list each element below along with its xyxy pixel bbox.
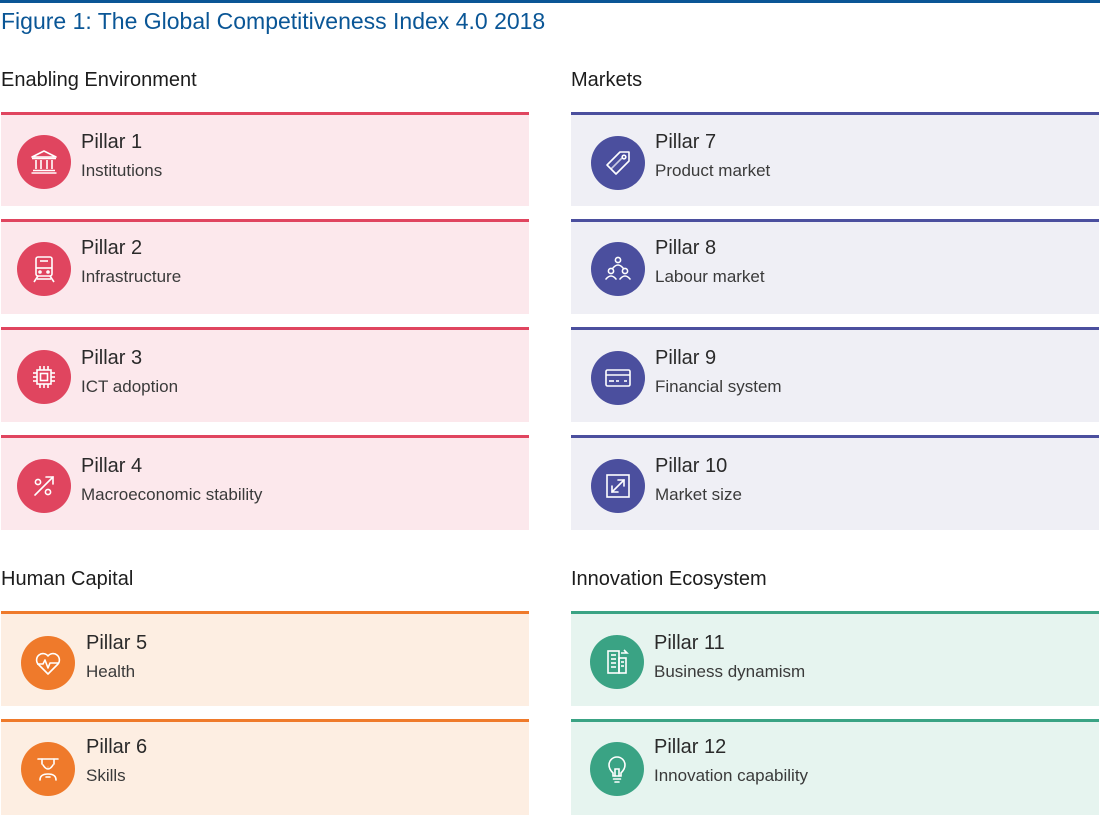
group-title-innovation-ecosystem: Innovation Ecosystem [571, 568, 767, 590]
pillar-name: Financial system [655, 377, 782, 396]
credit-card-icon [591, 351, 645, 405]
group-title-markets: Markets [571, 69, 643, 91]
pillar-card-10: Pillar 10 Market size [571, 435, 1099, 530]
pillar-card-3: Pillar 3 ICT adoption [1, 327, 529, 422]
price-tag-icon [591, 136, 645, 190]
pillar-name: ICT adoption [81, 377, 179, 396]
pillar-name: Macroeconomic stability [81, 485, 263, 504]
pillar-number: Pillar 2 [81, 237, 143, 259]
pillar-card-2: Pillar 2 Infrastructure [1, 219, 529, 314]
pillar-number: Pillar 6 [86, 736, 148, 758]
office-building-icon [590, 635, 644, 689]
group-title-human-capital: Human Capital [1, 568, 134, 590]
pillar-card-9: Pillar 9 Financial system [571, 327, 1099, 422]
graduate-icon [21, 742, 75, 796]
pillar-number: Pillar 10 [655, 455, 728, 477]
pillar-number: Pillar 9 [655, 347, 717, 369]
microchip-icon [17, 350, 71, 404]
pillar-card-1: Pillar 1 Institutions [1, 112, 529, 206]
pillar-name: Business dynamism [654, 662, 806, 681]
percent-trend-icon [17, 459, 71, 513]
pillar-number: Pillar 1 [81, 131, 143, 153]
pillar-card-6: Pillar 6 Skills [1, 719, 529, 815]
pillar-number: Pillar 4 [81, 455, 143, 477]
pillar-number: Pillar 8 [655, 237, 717, 259]
people-network-icon [591, 242, 645, 296]
pillar-name: Labour market [655, 267, 765, 286]
pillar-number: Pillar 5 [86, 632, 148, 654]
pillar-card-11: Pillar 11 Business dynamism [571, 611, 1099, 706]
pillar-card-12: Pillar 12 Innovation capability [571, 719, 1099, 815]
pillar-number: Pillar 12 [654, 736, 727, 758]
institution-building-icon [17, 135, 71, 189]
pillar-card-5: Pillar 5 Health [1, 611, 529, 706]
pillar-number: Pillar 11 [654, 632, 725, 654]
group-title-enabling-environment: Enabling Environment [1, 69, 197, 91]
train-icon [17, 242, 71, 296]
heartbeat-icon [21, 636, 75, 690]
pillar-card-8: Pillar 8 Labour market [571, 219, 1099, 314]
pillar-number: Pillar 3 [81, 347, 143, 369]
pillar-name: Skills [86, 766, 126, 785]
pillar-name: Institutions [81, 161, 163, 180]
lightbulb-icon [590, 742, 644, 796]
pillar-card-4: Pillar 4 Macroeconomic stability [1, 435, 529, 530]
pillar-name: Health [86, 662, 136, 681]
pillar-name: Market size [655, 485, 742, 504]
pillar-name: Infrastructure [81, 267, 182, 286]
pillar-card-7: Pillar 7 Product market [571, 112, 1099, 206]
pillar-name: Product market [655, 161, 771, 180]
pillar-number: Pillar 7 [655, 131, 717, 153]
expand-arrows-icon [591, 459, 645, 513]
pillar-name: Innovation capability [654, 766, 809, 785]
top-rule [0, 0, 1100, 3]
figure-title: Figure 1: The Global Competitiveness Ind… [1, 8, 546, 34]
